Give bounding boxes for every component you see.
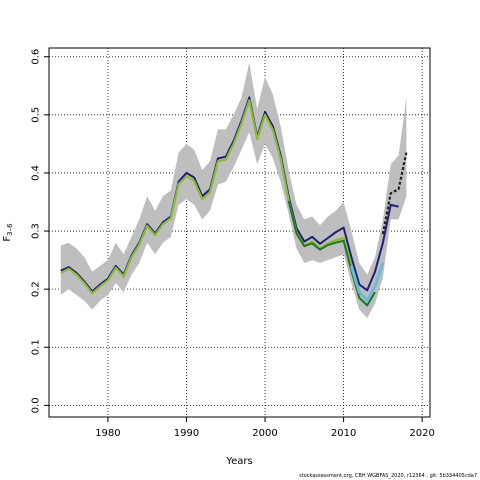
y-tick-label: 0.2	[31, 281, 42, 297]
y-tick-label: 0.4	[31, 165, 42, 181]
series-line-5	[381, 152, 408, 235]
y-tick-label: 0.6	[31, 49, 42, 65]
y-tick-label: 0.1	[31, 339, 42, 355]
x-axis-title: Years	[225, 456, 252, 467]
y-axis-title: F3–6	[2, 223, 14, 242]
series-line-4	[349, 262, 385, 303]
x-tick-label: 2000	[252, 428, 277, 439]
x-tick-label: 1990	[174, 428, 199, 439]
x-tick-label: 2020	[409, 428, 434, 439]
footer-note: stockassessment.org, CBH WGBFAS_2020, r1…	[299, 473, 477, 479]
x-tick-label: 2010	[331, 428, 356, 439]
y-tick-label: 0.3	[31, 223, 42, 239]
grid-lines	[49, 48, 430, 417]
x-tick-label: 1980	[95, 428, 120, 439]
series-line-3	[287, 200, 376, 307]
confidence-band	[60, 62, 407, 319]
y-tick-label: 0.0	[31, 397, 42, 413]
y-axis-title-main: F	[2, 236, 13, 242]
y-axis-title-subscript: 3–6	[6, 223, 14, 236]
series-layer	[60, 96, 408, 307]
confidence-band-layer	[60, 62, 407, 319]
x-axis: 1980 1990 2000 2010 2020	[95, 416, 435, 439]
y-tick-label: 0.5	[31, 107, 42, 123]
y-axis: 0.0 0.1 0.2 0.3 0.4 0.5 0.6	[31, 49, 49, 413]
series-line-1	[60, 96, 399, 293]
